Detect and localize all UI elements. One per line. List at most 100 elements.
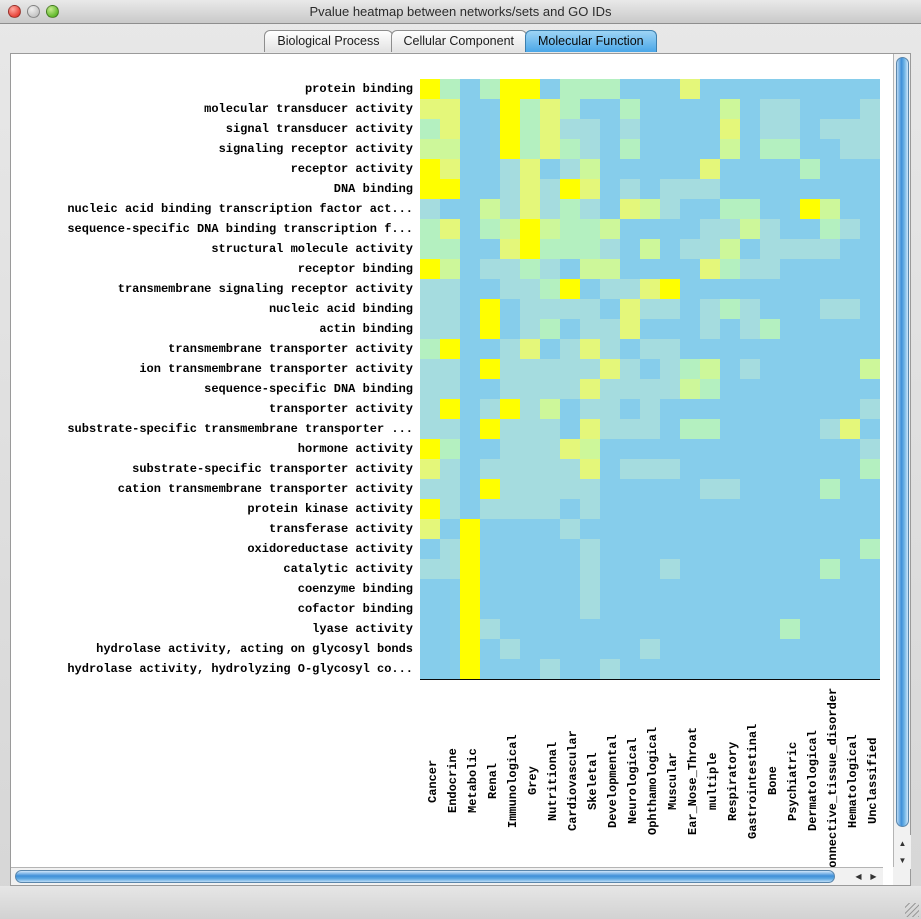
heatmap-cell[interactable]	[760, 359, 780, 379]
heatmap-cell[interactable]	[500, 279, 520, 299]
heatmap-cell[interactable]	[460, 139, 480, 159]
heatmap-cell[interactable]	[800, 299, 820, 319]
heatmap-cell[interactable]	[780, 299, 800, 319]
heatmap-cell[interactable]	[520, 499, 540, 519]
heatmap-cell[interactable]	[560, 579, 580, 599]
vertical-scrollbar[interactable]: ▲ ▼	[893, 54, 911, 869]
heatmap-cell[interactable]	[520, 339, 540, 359]
heatmap-cell[interactable]	[560, 119, 580, 139]
heatmap-cell[interactable]	[520, 99, 540, 119]
heatmap-cell[interactable]	[860, 559, 880, 579]
heatmap-cell[interactable]	[580, 419, 600, 439]
heatmap-cell[interactable]	[760, 559, 780, 579]
heatmap-cell[interactable]	[860, 379, 880, 399]
heatmap-cell[interactable]	[760, 199, 780, 219]
heatmap-cell[interactable]	[560, 139, 580, 159]
heatmap-cell[interactable]	[860, 219, 880, 239]
heatmap-cell[interactable]	[440, 559, 460, 579]
heatmap-cell[interactable]	[520, 239, 540, 259]
heatmap-cell[interactable]	[440, 499, 460, 519]
heatmap-cell[interactable]	[660, 259, 680, 279]
heatmap-cell[interactable]	[440, 359, 460, 379]
heatmap-cell[interactable]	[460, 199, 480, 219]
horizontal-scrollbar[interactable]: ◀ ▶	[11, 867, 883, 885]
heatmap-cell[interactable]	[800, 659, 820, 679]
heatmap-cell[interactable]	[700, 579, 720, 599]
heatmap-cell[interactable]	[740, 139, 760, 159]
heatmap-cell[interactable]	[620, 379, 640, 399]
heatmap-cell[interactable]	[520, 559, 540, 579]
heatmap-cell[interactable]	[800, 539, 820, 559]
heatmap-cell[interactable]	[820, 559, 840, 579]
heatmap-cell[interactable]	[520, 299, 540, 319]
heatmap-cell[interactable]	[840, 139, 860, 159]
heatmap-cell[interactable]	[860, 439, 880, 459]
heatmap-cell[interactable]	[720, 539, 740, 559]
heatmap-cell[interactable]	[420, 119, 440, 139]
heatmap-cell[interactable]	[660, 299, 680, 319]
heatmap-cell[interactable]	[460, 399, 480, 419]
heatmap-cell[interactable]	[440, 339, 460, 359]
heatmap-cell[interactable]	[640, 579, 660, 599]
heatmap-cell[interactable]	[440, 419, 460, 439]
heatmap-cell[interactable]	[700, 539, 720, 559]
heatmap-cell[interactable]	[460, 79, 480, 99]
heatmap-cell[interactable]	[640, 379, 660, 399]
heatmap-cell[interactable]	[420, 259, 440, 279]
heatmap-cell[interactable]	[780, 499, 800, 519]
heatmap-cell[interactable]	[740, 179, 760, 199]
heatmap-cell[interactable]	[660, 479, 680, 499]
heatmap-cell[interactable]	[440, 139, 460, 159]
heatmap-cell[interactable]	[420, 639, 440, 659]
heatmap-cell[interactable]	[440, 259, 460, 279]
heatmap-cell[interactable]	[860, 319, 880, 339]
heatmap-cell[interactable]	[480, 139, 500, 159]
heatmap-cell[interactable]	[680, 179, 700, 199]
heatmap-cell[interactable]	[540, 579, 560, 599]
heatmap-cell[interactable]	[800, 379, 820, 399]
heatmap-cell[interactable]	[860, 359, 880, 379]
heatmap-cell[interactable]	[860, 339, 880, 359]
heatmap-cell[interactable]	[580, 519, 600, 539]
heatmap-cell[interactable]	[720, 239, 740, 259]
heatmap-cell[interactable]	[580, 639, 600, 659]
heatmap-cell[interactable]	[540, 359, 560, 379]
heatmap-cell[interactable]	[440, 579, 460, 599]
heatmap-cell[interactable]	[800, 199, 820, 219]
heatmap-cell[interactable]	[440, 119, 460, 139]
heatmap-cell[interactable]	[440, 599, 460, 619]
heatmap-cell[interactable]	[800, 639, 820, 659]
heatmap-cell[interactable]	[540, 319, 560, 339]
heatmap-cell[interactable]	[420, 299, 440, 319]
heatmap-cell[interactable]	[620, 259, 640, 279]
heatmap-cell[interactable]	[700, 419, 720, 439]
heatmap-cell[interactable]	[580, 179, 600, 199]
heatmap-cell[interactable]	[820, 399, 840, 419]
heatmap-cell[interactable]	[600, 439, 620, 459]
heatmap-cell[interactable]	[680, 219, 700, 239]
heatmap-cell[interactable]	[500, 299, 520, 319]
heatmap-cell[interactable]	[680, 99, 700, 119]
heatmap-cell[interactable]	[840, 559, 860, 579]
heatmap-cell[interactable]	[700, 79, 720, 99]
heatmap-cell[interactable]	[620, 519, 640, 539]
heatmap-cell[interactable]	[460, 319, 480, 339]
heatmap-cell[interactable]	[740, 279, 760, 299]
heatmap-cell[interactable]	[740, 359, 760, 379]
heatmap-cell[interactable]	[520, 159, 540, 179]
heatmap-cell[interactable]	[840, 279, 860, 299]
heatmap-cell[interactable]	[580, 299, 600, 319]
heatmap-cell[interactable]	[500, 99, 520, 119]
heatmap-cell[interactable]	[720, 419, 740, 439]
heatmap-cell[interactable]	[600, 319, 620, 339]
heatmap-cell[interactable]	[840, 659, 860, 679]
heatmap-cell[interactable]	[420, 619, 440, 639]
heatmap-cell[interactable]	[520, 359, 540, 379]
heatmap-cell[interactable]	[640, 259, 660, 279]
scroll-up-icon[interactable]: ▲	[898, 839, 907, 848]
heatmap-cell[interactable]	[620, 599, 640, 619]
heatmap-cell[interactable]	[600, 159, 620, 179]
heatmap-cell[interactable]	[580, 259, 600, 279]
heatmap-cell[interactable]	[800, 79, 820, 99]
heatmap-cell[interactable]	[440, 219, 460, 239]
